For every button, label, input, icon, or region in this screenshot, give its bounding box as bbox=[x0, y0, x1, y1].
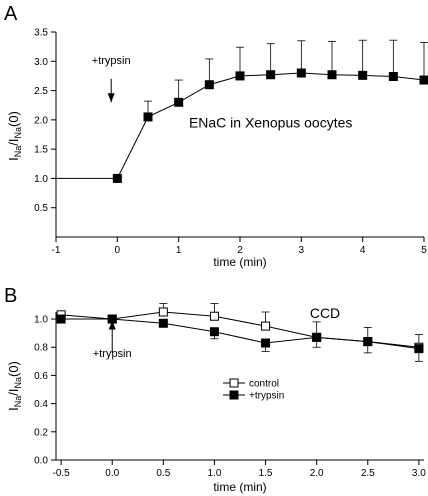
x-tick-label: 1.0 bbox=[207, 468, 221, 479]
legend-marker bbox=[229, 390, 239, 400]
annotation: +trypsin bbox=[92, 55, 131, 103]
x-axis-label: time (min) bbox=[213, 480, 266, 494]
x-tick-label: -1 bbox=[52, 245, 61, 256]
data-point bbox=[312, 332, 322, 342]
annotation-text: +trypsin bbox=[93, 348, 132, 360]
panel-label: B bbox=[4, 285, 17, 307]
x-tick-label: 5 bbox=[421, 245, 427, 256]
data-point bbox=[363, 337, 373, 347]
x-axis-label: time (min) bbox=[213, 255, 266, 269]
y-tick-label: 0.5 bbox=[34, 203, 48, 214]
x-tick-label: 4 bbox=[360, 245, 366, 256]
series-trypsin bbox=[56, 314, 424, 362]
data-point bbox=[235, 71, 245, 81]
x-tick-label: 1.5 bbox=[259, 468, 273, 479]
y-tick-label: 3.0 bbox=[34, 57, 48, 68]
y-tick-label: 0.2 bbox=[34, 427, 48, 438]
data-point bbox=[261, 338, 271, 348]
chart-title: CCD bbox=[310, 305, 340, 321]
y-axis-label: INa/INa(0) bbox=[6, 361, 23, 411]
legend-label: control bbox=[249, 379, 279, 390]
data-point bbox=[158, 307, 168, 317]
annotation-arrow-head bbox=[107, 93, 115, 103]
x-tick-label: 2.5 bbox=[361, 468, 375, 479]
legend-label: +trypsin bbox=[249, 391, 284, 402]
data-point bbox=[266, 70, 276, 80]
annotation: ENaC in Xenopus oocytes bbox=[189, 114, 352, 130]
data-point bbox=[388, 72, 398, 82]
annotation-arrow-head bbox=[108, 320, 116, 330]
y-tick-label: 0.8 bbox=[34, 343, 48, 354]
data-point bbox=[204, 80, 214, 90]
y-tick-label: 1.0 bbox=[34, 315, 48, 326]
panel-b: B -0.5 0.0 0.5 1.0 1.5 2.0 2.5 3.0 0.0 0.2 0.4 0.6 0.… bbox=[4, 285, 426, 494]
y-tick-label: 0.6 bbox=[34, 371, 48, 382]
legend: control+trypsin bbox=[223, 378, 284, 402]
data-point bbox=[209, 327, 219, 337]
panel-a: A -1 0 1 2 3 4 5 0.5 1.0 1.5 2.0 2.5 3.0 3.5 time (min)… bbox=[4, 3, 428, 269]
data-point bbox=[56, 314, 66, 324]
x-tick-label: -0.5 bbox=[52, 468, 70, 479]
annotation-text: +trypsin bbox=[92, 55, 131, 67]
x-tick-label: 0.5 bbox=[156, 468, 170, 479]
x-tick-label: 2.0 bbox=[310, 468, 324, 479]
series-line bbox=[61, 318, 419, 350]
y-tick-label: 2.5 bbox=[34, 86, 48, 97]
annotation-text: ENaC in Xenopus oocytes bbox=[189, 114, 352, 130]
data-point bbox=[414, 344, 424, 354]
y-axis-label: INa/INa(0) bbox=[6, 111, 23, 161]
y-tick-label: 0.4 bbox=[34, 399, 48, 410]
data-point bbox=[158, 318, 168, 328]
x-tick-label: 1 bbox=[176, 245, 182, 256]
data-point bbox=[209, 311, 219, 321]
y-tick-label: 1.0 bbox=[34, 174, 48, 185]
data-point bbox=[419, 75, 428, 85]
annotation: +trypsin bbox=[93, 320, 132, 360]
x-tick-label: 2 bbox=[237, 245, 243, 256]
panel-label: A bbox=[4, 3, 18, 25]
data-point bbox=[143, 112, 153, 122]
data-point bbox=[358, 70, 368, 80]
data-point bbox=[174, 97, 184, 107]
legend-marker bbox=[229, 378, 239, 388]
y-tick-label: 3.5 bbox=[34, 28, 48, 39]
data-point bbox=[327, 70, 337, 80]
data-point bbox=[296, 68, 306, 78]
series-0 bbox=[56, 39, 428, 183]
x-tick-label: 3.0 bbox=[412, 468, 426, 479]
data-point bbox=[261, 321, 271, 331]
y-tick-label: 0.0 bbox=[34, 456, 48, 467]
x-tick-label: 3 bbox=[299, 245, 305, 256]
x-tick-label: 0.0 bbox=[105, 468, 119, 479]
y-tick-label: 2.0 bbox=[34, 115, 48, 126]
data-point bbox=[112, 173, 122, 183]
x-tick-label: 0 bbox=[115, 245, 121, 256]
y-tick-label: 1.5 bbox=[34, 145, 48, 156]
